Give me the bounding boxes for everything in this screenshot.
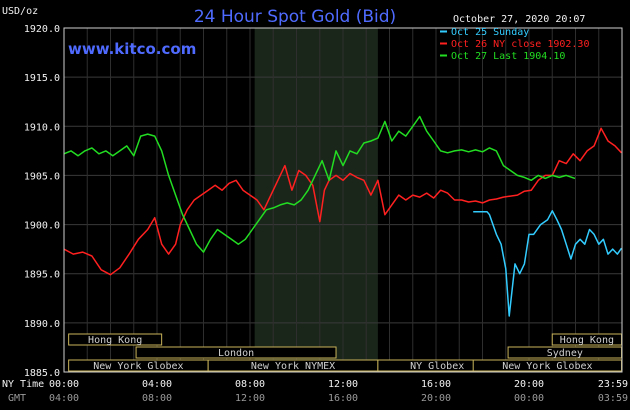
x-tick-label-gmt: 12:00 <box>235 393 265 404</box>
x-tick-label-gmt: 04:00 <box>49 393 79 404</box>
series-line-2 <box>63 127 623 276</box>
x-axis-ticks: 00:00 04:00 04:00 08:00 08:00 12:00 12:00 16:00… <box>49 379 628 404</box>
y-axis-ticks: 1920.0 1915.0 1910.0 1905.0 1900.0 1895.0 1890… <box>24 24 60 379</box>
y-tick-label: 1890.0 <box>24 319 60 330</box>
legend-entry: Oct 25 Sunday <box>451 27 529 38</box>
series-line-3 <box>63 115 576 253</box>
market-hours-bars: Hong Kong London New York Globex New York N… <box>68 333 623 372</box>
x-tick-label-ny: 00:00 <box>49 379 79 390</box>
x-axis-label-gmt: GMT <box>8 393 26 404</box>
y-tick-label: 1920.0 <box>24 24 60 35</box>
market-label: Sydney <box>547 348 583 359</box>
market-label: New York NYMEX <box>251 361 335 372</box>
x-tick-label-ny: 12:00 <box>328 379 358 390</box>
market-label: Hong Kong <box>560 335 614 346</box>
legend-entry: Oct 26 NY close 1902.30 <box>451 39 589 50</box>
series-line-1 <box>473 210 623 317</box>
y-axis-unit: USD/oz <box>2 6 38 17</box>
x-axis-label-ny: NY Time <box>2 379 44 390</box>
x-tick-label-ny: 23:59 <box>598 379 628 390</box>
website-label: www.kitco.com <box>68 40 196 58</box>
x-tick-label-gmt: 03:59 <box>598 393 628 404</box>
chart-title: 24 Hour Spot Gold (Bid) <box>194 7 396 27</box>
market-label: NY Globex <box>410 361 464 372</box>
market-bar <box>68 333 163 346</box>
x-tick-label-ny: 16:00 <box>421 379 451 390</box>
y-tick-label: 1910.0 <box>24 122 60 133</box>
x-tick-label-gmt: 20:00 <box>421 393 451 404</box>
x-tick-label-ny: 08:00 <box>235 379 265 390</box>
x-tick-label-ny: 04:00 <box>142 379 172 390</box>
market-label: New York Globex <box>93 361 183 372</box>
y-tick-label: 1885.0 <box>24 368 60 379</box>
y-tick-label: 1900.0 <box>24 221 60 232</box>
market-label: Hong Kong <box>88 335 142 346</box>
market-label: London <box>218 348 254 359</box>
y-tick-label: 1895.0 <box>24 270 60 281</box>
x-tick-label-gmt: 00:00 <box>514 393 544 404</box>
x-tick-label-gmt: 16:00 <box>328 393 358 404</box>
chart-timestamp: October 27, 2020 20:07 <box>453 14 585 25</box>
legend-entry: Oct 27 Last 1904.10 <box>451 51 565 62</box>
market-bar <box>135 346 337 359</box>
series-layer <box>63 115 623 317</box>
grid-lines <box>63 27 623 373</box>
y-tick-label: 1905.0 <box>24 171 60 182</box>
y-tick-label: 1915.0 <box>24 73 60 84</box>
x-tick-label-ny: 20:00 <box>514 379 544 390</box>
x-tick-label-gmt: 08:00 <box>142 393 172 404</box>
market-label: New York Globex <box>502 361 592 372</box>
plot-border <box>63 27 623 373</box>
